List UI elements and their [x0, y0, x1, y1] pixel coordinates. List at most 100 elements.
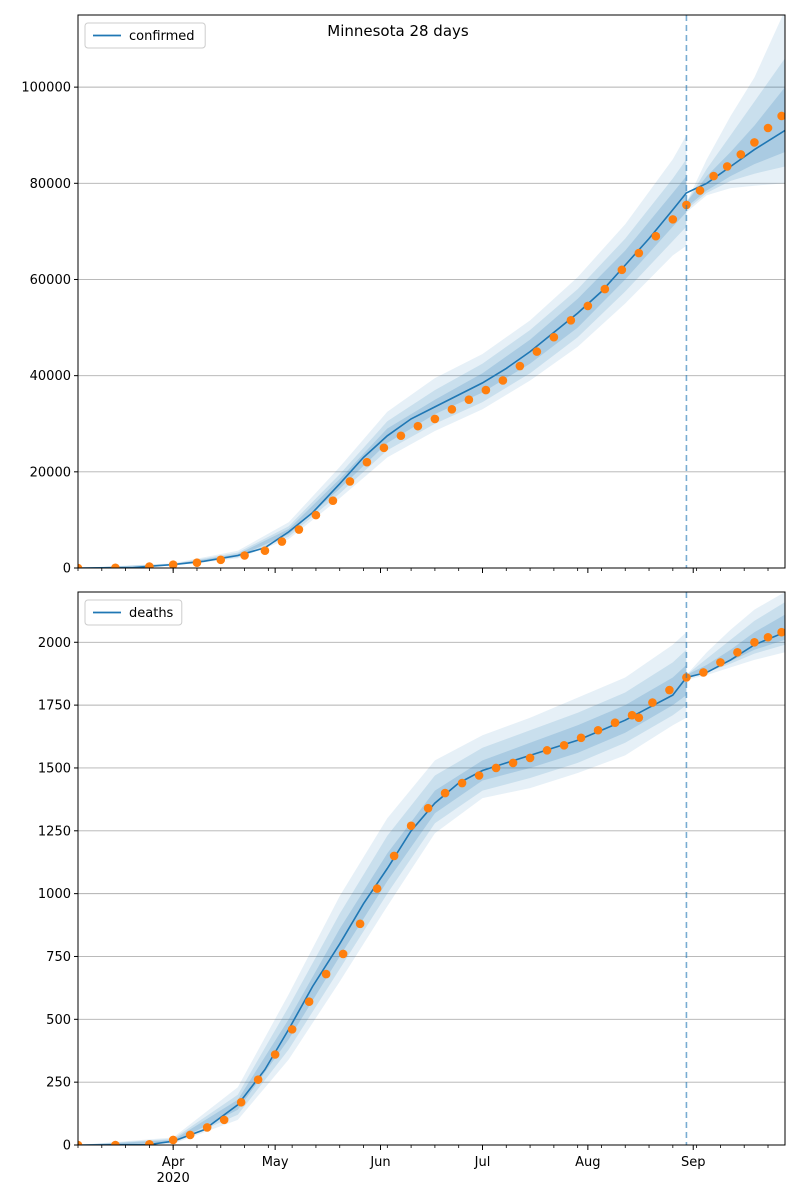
x-tick-label: Jun — [369, 1155, 390, 1170]
model-line-deaths — [78, 631, 785, 1145]
observed-point — [389, 851, 399, 861]
observed-point — [253, 1075, 263, 1084]
y-tick-label: 250 — [46, 1076, 71, 1091]
observed-point — [709, 171, 718, 181]
observed-point — [474, 771, 484, 780]
observed-point — [260, 546, 270, 555]
observed-point — [457, 778, 467, 788]
observed-point — [355, 919, 365, 929]
observed-point — [777, 627, 785, 637]
observed-point — [430, 414, 440, 424]
observed-point — [600, 284, 610, 294]
forecast-band-outer — [686, 15, 785, 213]
observed-point — [406, 821, 416, 831]
observed-point — [722, 162, 732, 171]
observed-point — [168, 1135, 178, 1145]
observed-point — [699, 668, 708, 677]
observed-point — [648, 698, 657, 707]
legend-label: confirmed — [129, 29, 195, 44]
observed-point — [78, 1140, 83, 1145]
observed-point — [379, 443, 389, 453]
observed-point — [777, 111, 785, 121]
observed-point — [372, 884, 382, 893]
forecast-band-inner — [686, 614, 785, 678]
legend-box — [84, 599, 183, 626]
x-tick-label: Sep — [681, 1155, 706, 1170]
observed-point — [525, 753, 535, 763]
observed-point — [185, 1130, 195, 1140]
y-tick-label: 0 — [63, 562, 71, 577]
observed-point — [668, 215, 678, 224]
y-tick-label: 750 — [46, 950, 71, 965]
uncertainty-band-middle — [78, 649, 687, 1145]
observed-point — [168, 560, 178, 568]
observed-point — [481, 385, 491, 395]
observed-point — [111, 563, 120, 568]
observed-point — [716, 658, 725, 667]
observed-point — [270, 1050, 280, 1059]
uncertainty-band-outer — [78, 632, 687, 1145]
observed-point — [287, 1025, 297, 1034]
legend: deaths — [84, 599, 183, 626]
y-tick-label: 500 — [46, 1013, 71, 1028]
y-tick-label: 1000 — [38, 887, 71, 902]
forecast-band-outer — [686, 592, 785, 680]
x-tick-label: Jul — [474, 1155, 491, 1170]
observed-point — [634, 248, 644, 258]
observed-point — [682, 200, 691, 210]
y-tick-label: 40000 — [30, 369, 71, 384]
observed-point — [532, 347, 542, 356]
observed-point — [733, 648, 742, 657]
y-tick-label: 2000 — [38, 636, 71, 651]
observed-point — [423, 803, 433, 813]
observed-point — [498, 376, 508, 385]
observed-point — [202, 1123, 212, 1132]
y-tick-label: 20000 — [30, 465, 71, 480]
model-line-confirmed — [78, 129, 785, 568]
x-tick-label: Aug — [575, 1155, 600, 1170]
uncertainty-band-inner — [78, 664, 687, 1145]
observed-point — [549, 332, 559, 342]
observed-point — [491, 763, 501, 773]
observed-point — [583, 301, 593, 311]
observed-point — [338, 949, 348, 959]
observed-point — [763, 632, 773, 642]
forecast-band-middle — [686, 58, 785, 210]
observed-point — [542, 746, 552, 755]
observed-point — [610, 718, 620, 728]
observed-point — [750, 138, 759, 147]
forecast-band-middle — [686, 602, 785, 679]
legend-box — [84, 22, 206, 49]
axes-frame — [77, 14, 786, 569]
observed-point — [750, 637, 759, 647]
observed-point — [576, 733, 586, 743]
observed-point — [145, 1139, 154, 1145]
y-tick-label: 60000 — [30, 273, 71, 288]
legend-label: deaths — [129, 606, 174, 621]
y-tick-label: 1750 — [38, 699, 71, 714]
x-tick-label: May — [262, 1155, 289, 1170]
plot-area — [78, 15, 785, 568]
observed-point — [111, 1140, 120, 1145]
y-tick-label: 80000 — [30, 177, 71, 192]
x-tick-label: Apr — [162, 1155, 185, 1170]
y-tick-label: 1250 — [38, 824, 71, 839]
observed-point — [240, 551, 249, 560]
observed-point — [695, 186, 705, 195]
observed-point — [566, 316, 576, 325]
y-tick-label: 0 — [63, 1139, 71, 1154]
observed-point — [651, 231, 661, 241]
legend: confirmed — [84, 22, 206, 49]
observed-point — [413, 421, 423, 431]
observed-point — [447, 405, 457, 414]
figure-title: Minnesota 28 days — [327, 22, 469, 40]
observed-point — [345, 477, 355, 486]
observed-point — [236, 1097, 246, 1107]
observed-point — [559, 741, 569, 750]
x-tick-sublabel: 2020 — [157, 1171, 190, 1186]
observed-point — [440, 788, 450, 798]
observed-point — [464, 395, 474, 404]
observed-point — [78, 563, 83, 568]
observed-point — [634, 713, 644, 722]
